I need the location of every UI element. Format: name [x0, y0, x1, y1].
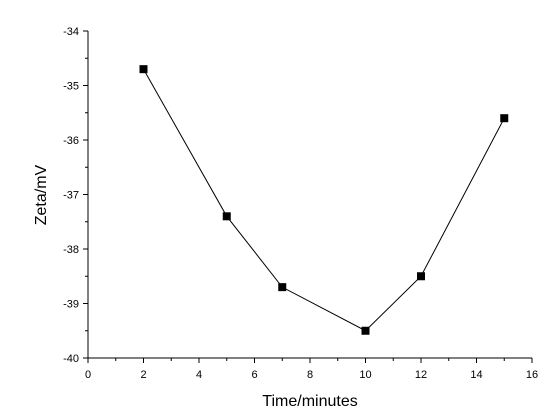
- data-point-marker: [361, 326, 370, 335]
- x-tick-label: 0: [85, 369, 91, 381]
- x-tick-label: 4: [196, 369, 202, 381]
- data-point-marker: [278, 283, 287, 292]
- x-tick-label: 10: [359, 369, 371, 381]
- data-point-marker: [139, 65, 148, 74]
- y-axis-title: Zeta/mV: [33, 164, 50, 225]
- y-tick-label: -37: [63, 190, 79, 202]
- data-point-marker: [500, 114, 509, 123]
- x-axis-ticks: 0 2 4 6 8 10 12 14 16: [85, 358, 538, 381]
- x-tick-label: 12: [415, 369, 427, 381]
- x-tick-label: 16: [526, 369, 538, 381]
- data-point-marker: [417, 272, 425, 281]
- y-tick-label: -34: [63, 26, 79, 38]
- x-tick-label: 2: [140, 369, 146, 381]
- y-tick-label: -35: [63, 81, 79, 93]
- y-tick-label: -39: [63, 299, 79, 311]
- axes: [87, 31, 532, 359]
- x-tick-label: 14: [470, 369, 482, 381]
- data-point-marker: [222, 212, 231, 221]
- y-tick-label: -40: [63, 353, 79, 365]
- series-line: [143, 68, 505, 332]
- x-tick-label: 6: [251, 369, 257, 381]
- x-tick-label: 8: [307, 369, 313, 381]
- y-axis-ticks: -40 -39 -38 -37 -36 -35 -34: [63, 26, 88, 365]
- y-tick-label: -38: [63, 244, 79, 256]
- y-tick-label: -36: [63, 135, 79, 147]
- series-plot: [139, 65, 509, 335]
- x-axis-title: Time/minutes: [262, 393, 357, 410]
